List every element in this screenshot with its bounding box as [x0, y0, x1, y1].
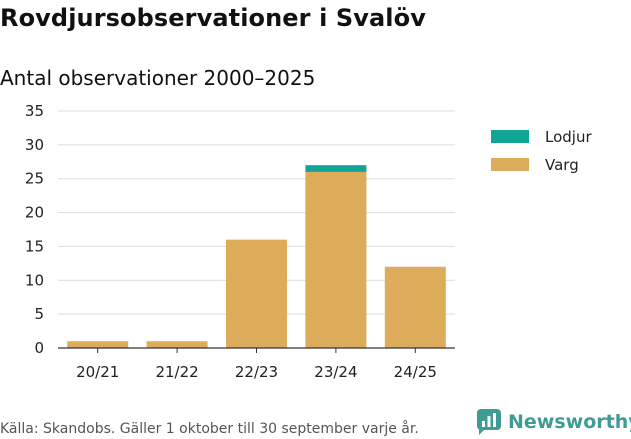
y-axis: 0 5 10 15 20 25 30 35 — [25, 102, 44, 357]
bar-varg — [67, 341, 129, 348]
chart-title: Rovdjursobservationer i Svalöv — [0, 4, 426, 32]
y-tick-label: 20 — [25, 204, 44, 222]
x-tick-label: 20/21 — [76, 363, 119, 381]
x-tick-label: 24/25 — [394, 363, 437, 381]
legend-label-varg: Varg — [545, 156, 579, 174]
bars — [67, 165, 446, 348]
y-tick-label: 35 — [25, 102, 44, 120]
y-tick-label: 25 — [25, 170, 44, 188]
bar-varg — [305, 171, 367, 348]
x-tick-label: 23/24 — [314, 363, 357, 381]
legend-swatch-lodjur — [491, 130, 529, 143]
bar-varg — [226, 239, 287, 348]
brand-logo: Newsworthy — [476, 408, 631, 436]
legend-swatch-varg — [491, 158, 529, 171]
source-note: Källa: Skandobs. Gäller 1 oktober till 3… — [0, 421, 419, 437]
x-tick-label: 21/22 — [155, 363, 198, 381]
newsworthy-logo-icon — [477, 409, 501, 435]
y-tick-label: 5 — [34, 305, 44, 323]
y-tick-label: 30 — [25, 136, 44, 154]
bar-lodjur — [305, 165, 367, 172]
brand-name: Newsworthy — [508, 411, 631, 433]
x-axis: 20/21 21/22 22/23 23/24 24/25 — [58, 347, 455, 381]
x-tick-label: 22/23 — [235, 363, 278, 381]
y-tick-label: 15 — [25, 237, 44, 255]
y-tick-label: 0 — [34, 339, 44, 357]
bar-varg — [146, 341, 208, 348]
chart-subtitle: Antal observationer 2000–2025 — [0, 66, 316, 90]
bar-varg — [384, 266, 446, 348]
y-tick-label: 10 — [25, 271, 44, 289]
legend: Lodjur Varg — [491, 128, 592, 174]
legend-label-lodjur: Lodjur — [545, 128, 592, 146]
